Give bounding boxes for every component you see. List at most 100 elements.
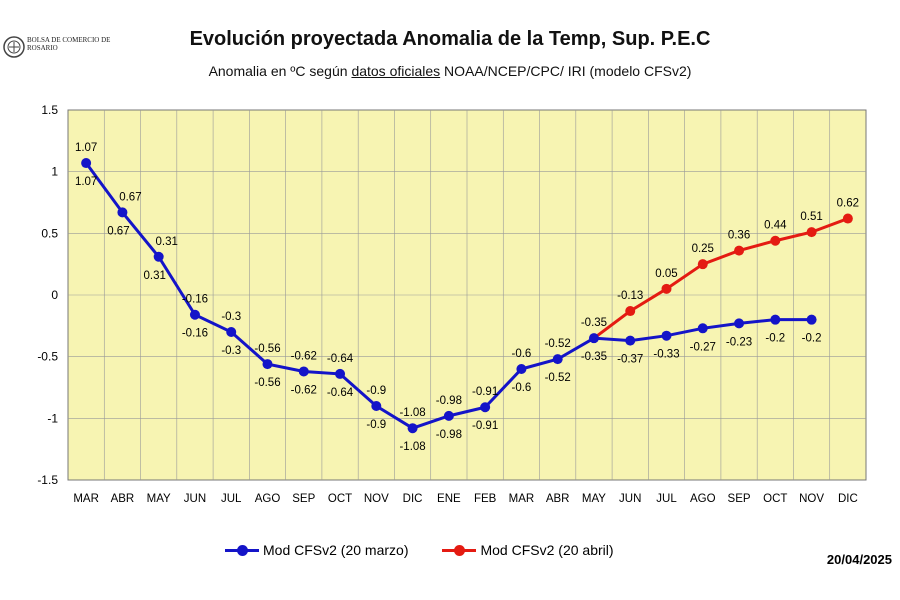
data-label-april: 0.51: [800, 211, 822, 223]
data-point-march: [371, 401, 382, 411]
data-point-april: [661, 283, 672, 294]
data-point-march: [81, 158, 92, 169]
x-tick-label: OCT: [763, 493, 787, 505]
data-point-march: [117, 207, 128, 218]
x-tick-label: ENE: [437, 493, 461, 505]
legend-label-april: Mod CFSv2 (20 abril): [480, 542, 614, 558]
data-label-march: -0.9: [366, 419, 386, 431]
data-point-march: [153, 251, 164, 262]
x-tick-label: AGO: [255, 493, 281, 505]
x-tick-label: DIC: [403, 493, 423, 505]
x-tick-label: ABR: [546, 493, 570, 505]
chart-title: Evolución proyectada Anomalia de la Temp…: [189, 28, 711, 50]
data-label-april: 0.44: [764, 220, 787, 232]
data-label-march: -0.16: [182, 328, 208, 340]
chart-subtitle: Anomalia en ºC según datos oficiales NOA…: [120, 63, 780, 79]
data-point-april: [842, 213, 853, 224]
y-tick-label: 0.5: [41, 226, 58, 240]
data-point-april: [770, 235, 781, 246]
x-tick-label: FEB: [474, 493, 497, 505]
x-tick-label: NOV: [364, 493, 389, 505]
data-point-march: [770, 314, 781, 325]
x-tick-label: MAY: [582, 493, 606, 505]
x-tick-label: JUN: [619, 493, 641, 505]
x-tick-label: OCT: [328, 493, 352, 505]
x-tick-label: AGO: [690, 493, 716, 505]
data-label-march: 0.67: [107, 225, 129, 237]
data-label-march: -0.2: [765, 333, 785, 345]
data-label-april: -0.62: [291, 350, 317, 362]
data-point-march: [335, 368, 346, 379]
x-tick-label: SEP: [728, 493, 751, 505]
x-tick-label: ABR: [111, 493, 135, 505]
data-label-march: -0.35: [581, 351, 607, 363]
data-label-april: 0.36: [728, 230, 750, 242]
data-point-march: [480, 402, 491, 413]
data-point-march: [407, 423, 418, 434]
x-tick-label: DIC: [838, 493, 858, 505]
data-label-march: -0.23: [726, 336, 752, 348]
data-label-april: 0.31: [155, 236, 177, 248]
data-label-march: -0.6: [511, 382, 531, 394]
x-tick-label: MAY: [147, 493, 171, 505]
data-point-march: [734, 318, 745, 329]
data-label-april: 0.62: [837, 198, 859, 210]
data-label-april: -0.52: [545, 338, 571, 350]
y-tick-label: 0: [51, 288, 58, 302]
x-tick-label: NOV: [799, 493, 824, 505]
data-label-april: -0.91: [472, 386, 498, 398]
y-tick-label: -1.5: [37, 473, 58, 487]
data-label-april: -0.64: [327, 353, 354, 365]
data-label-march: -0.33: [653, 349, 679, 361]
y-tick-label: -1: [47, 411, 58, 425]
data-label-march: -0.56: [254, 377, 280, 389]
data-label-march: 1.07: [75, 176, 97, 188]
data-label-march: -0.91: [472, 420, 498, 432]
data-label-april: -0.16: [182, 294, 208, 306]
data-label-april: -0.13: [617, 290, 643, 302]
data-point-march: [262, 359, 273, 370]
legend-swatch-april: [442, 544, 477, 556]
data-point-april: [734, 245, 745, 256]
data-label-march: -0.64: [327, 387, 354, 399]
data-label-march: -0.52: [545, 372, 571, 384]
data-label-march: -0.2: [802, 333, 822, 345]
data-point-march: [588, 333, 599, 344]
data-label-april: -0.9: [366, 385, 386, 397]
legend: Mod CFSv2 (20 marzo) Mod CFSv2 (20 abril…: [225, 540, 648, 560]
logo: Bolsa de Comercio de Rosario: [2, 34, 120, 70]
series-line-april: [593, 217, 849, 340]
y-tick-label: -0.5: [37, 350, 58, 364]
data-point-march: [625, 335, 636, 346]
data-label-march: -0.27: [690, 341, 716, 353]
x-tick-label: JUN: [184, 493, 206, 505]
logo-text: Bolsa de Comercio de Rosario: [27, 36, 111, 52]
x-tick-label: JUL: [656, 493, 677, 505]
data-point-april: [625, 306, 636, 317]
data-label-april: 0.05: [655, 268, 677, 280]
data-point-march: [298, 366, 309, 377]
data-point-march: [443, 410, 454, 421]
data-label-april: -0.98: [436, 395, 462, 407]
data-point-april: [806, 227, 817, 238]
bolsa-logo-emblem-icon: [3, 36, 25, 58]
data-label-march: -0.3: [221, 345, 241, 357]
data-point-march: [189, 309, 200, 320]
data-label-march: -0.37: [617, 354, 643, 366]
date-stamp: 20/04/2025: [826, 552, 892, 567]
legend-swatch-march: [225, 544, 259, 556]
legend-item-march: Mod CFSv2 (20 marzo): [225, 542, 408, 558]
data-point-march: [806, 314, 817, 325]
subtitle-underlined: datos oficiales: [351, 63, 441, 79]
data-label-march: -0.98: [436, 429, 462, 441]
x-tick-label: SEP: [292, 493, 315, 505]
data-label-april: -0.56: [254, 343, 280, 355]
legend-label-march: Mod CFSv2 (20 marzo): [263, 542, 409, 558]
data-point-march: [697, 323, 708, 334]
data-label-april: -0.3: [221, 311, 241, 323]
y-tick-label: 1: [51, 165, 58, 179]
x-tick-label: JUL: [221, 493, 242, 505]
data-point-march: [661, 330, 672, 341]
data-label-april: -0.35: [581, 317, 607, 329]
